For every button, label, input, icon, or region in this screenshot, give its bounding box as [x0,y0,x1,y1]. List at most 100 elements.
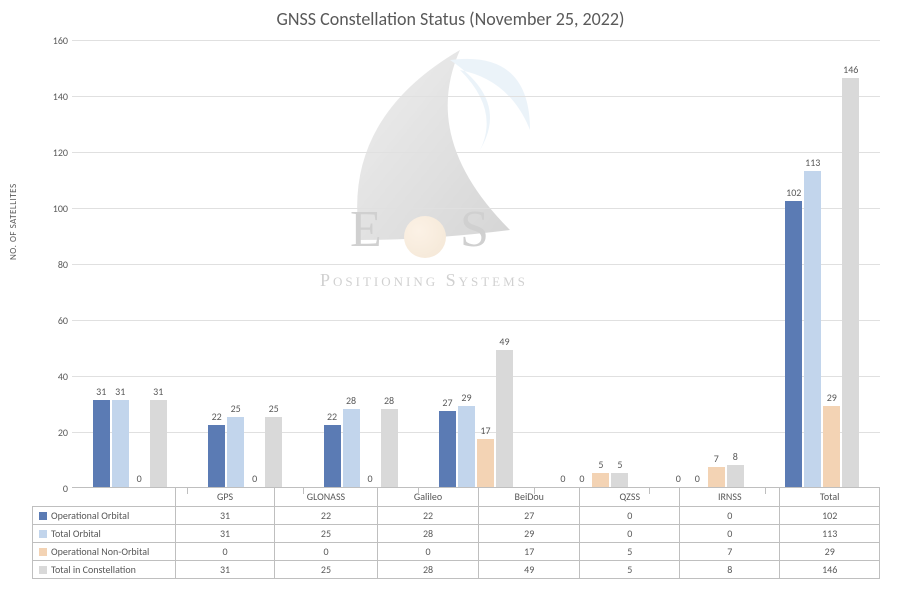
table-category-header: GLONASS [275,488,378,506]
table-cell: 49 [479,560,580,578]
bar: 102 [785,201,802,487]
table-cell: 8 [680,560,780,578]
ytick-label: 40 [48,370,68,383]
bar-wrap: 28 [343,40,360,487]
table-row: Total in Constellation3125284958146 [33,560,880,578]
table-cell: 31 [176,524,275,542]
ytick-label: 60 [48,314,68,327]
bar-wrap: 31 [150,40,167,487]
bar-value-label: 28 [384,394,394,407]
table-cell: 29 [479,524,580,542]
table-category-header: Total [780,488,880,506]
table-cell: 28 [377,524,478,542]
series-name-label: Operational Orbital [51,509,129,522]
bar-value-label: 0 [560,472,565,485]
series-legend-cell: Operational Non-Orbital [33,542,176,560]
bar-value-label: 5 [617,458,622,471]
bar-value-label: 49 [499,335,509,348]
table-cell: 0 [275,542,378,560]
chart-title: GNSS Constellation Status (November 25, … [0,8,901,30]
bar-value-label: 28 [346,394,356,407]
legend-swatch-icon [39,548,47,556]
table-cell: 0 [580,524,680,542]
bar-group: 0078 [670,40,744,487]
bar-group: 22 28 0 28 [324,40,398,487]
table-cell: 7 [680,542,780,560]
series-legend-cell: Total Orbital [33,524,176,542]
category-separator [649,488,650,494]
table-row: Operational Orbital3122222700102 [33,506,880,524]
bar-wrap: 49 [496,40,513,487]
table-cell: 146 [780,560,880,578]
table-cell: 28 [377,560,478,578]
bar-value-label: 102 [786,186,801,199]
bar-wrap: 27 [439,40,456,487]
table-cell: 17 [479,542,580,560]
bar-value-label: 0 [579,472,584,485]
bar-value-label: 22 [212,410,222,423]
bar: 5 [592,473,609,487]
chart-container: GNSS Constellation Status (November 25, … [0,0,901,613]
bar-value-label: 29 [827,391,837,404]
table-category-header: GPS [176,488,275,506]
bar: 29 [458,406,475,487]
bar-value-label: 25 [269,402,279,415]
bar-value-label: 22 [327,410,337,423]
bar: 146 [842,78,859,487]
table-cell: 0 [680,524,780,542]
category-separator [303,488,304,494]
bar-wrap: 22 [324,40,341,487]
bar-wrap: 8 [727,40,744,487]
bar-wrap: 0 [362,40,379,487]
table-category-header: Galileo [377,488,478,506]
bar-value-label: 0 [252,472,257,485]
bar: 17 [477,439,494,487]
bar-group: 3131031 [93,40,167,487]
table-cell: 5 [580,560,680,578]
bar-value-label: 113 [805,156,820,169]
table-cell: 29 [780,542,880,560]
bar-value-label: 31 [115,385,125,398]
bar-wrap: 146 [842,40,859,487]
bar-value-label: 17 [480,424,490,437]
bar-wrap: 31 [112,40,129,487]
bar-value-label: 25 [231,402,241,415]
bar-value-label: 0 [695,472,700,485]
bar-group: 0055 [554,40,628,487]
table-cell: 5 [580,542,680,560]
table-cell: 27 [479,506,580,524]
bar-value-label: 146 [843,63,858,76]
bar-wrap: 0 [573,40,590,487]
ytick-label: 140 [48,90,68,103]
ytick-label: 100 [48,202,68,215]
bar-value-label: 27 [442,396,452,409]
bar: 31 [112,400,129,487]
bar-value-label: 5 [598,458,603,471]
bar: 22 [208,425,225,487]
plot-area: 3131031222502522280282729174900550078102… [72,40,880,488]
table-category-header: BeiDou [479,488,580,506]
table-row: Operational Non-Orbital000175729 [33,542,880,560]
bar-value-label: 0 [676,472,681,485]
ytick-label: 80 [48,258,68,271]
bar-wrap: 29 [823,40,840,487]
bar-wrap: 113 [804,40,821,487]
bar: 25 [227,417,244,487]
bar-wrap: 17 [477,40,494,487]
bar-group: 2225025 [208,40,282,487]
bar: 31 [93,400,110,487]
bar-group: 27291749 [439,40,513,487]
bar: 8 [727,465,744,487]
bar: 28 [343,409,360,487]
bar-wrap: 5 [592,40,609,487]
legend-swatch-icon [39,530,47,538]
bar: 113 [804,171,821,487]
category-separator [187,488,188,494]
series-name-label: Operational Non-Orbital [51,545,149,558]
bar-value-label: 0 [368,472,373,485]
table-cell: 31 [176,560,275,578]
table-cell: 31 [176,506,275,524]
bar-wrap: 7 [708,40,725,487]
bar: 31 [150,400,167,487]
bar-wrap: 25 [265,40,282,487]
